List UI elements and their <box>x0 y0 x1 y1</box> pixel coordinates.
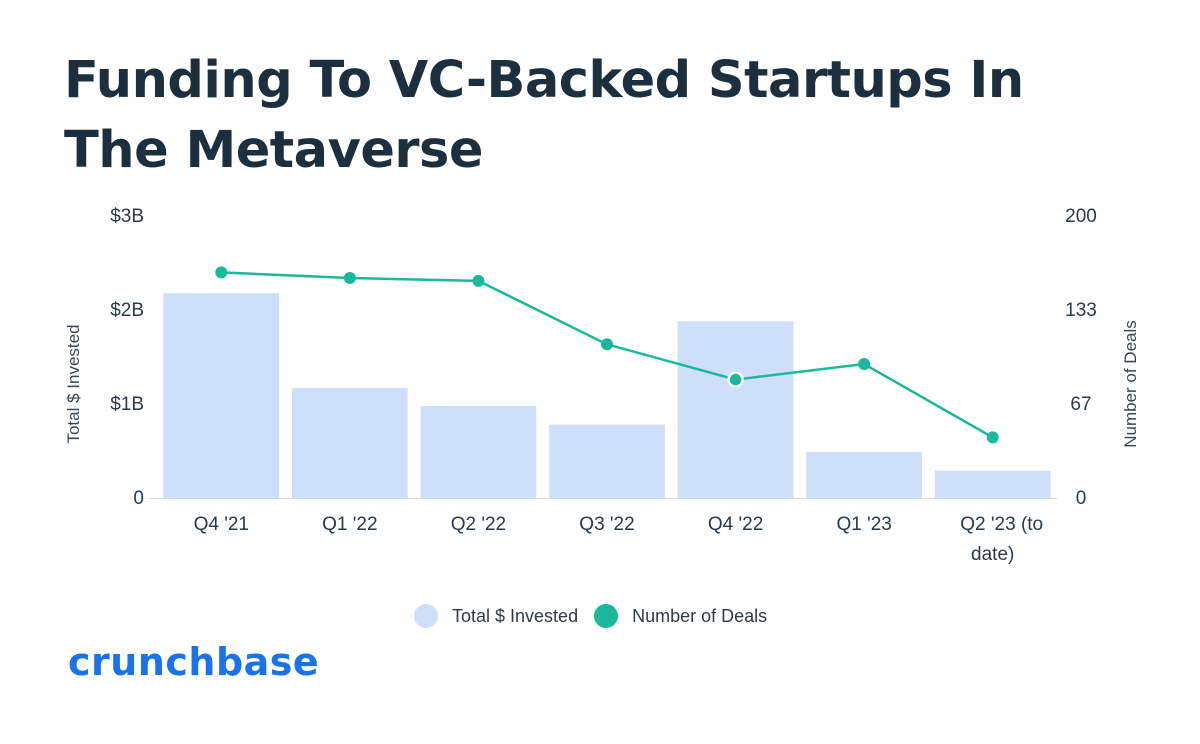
bar[interactable] <box>806 451 922 498</box>
y-left-tick-label: $1B <box>110 394 144 415</box>
bar[interactable] <box>163 293 280 498</box>
legend-swatch-invested <box>414 604 438 628</box>
bar[interactable] <box>677 321 794 498</box>
deals-point[interactable] <box>727 371 744 388</box>
y-right-tick-label: 67 <box>1070 394 1091 415</box>
bar[interactable] <box>934 470 1051 498</box>
deals-point[interactable] <box>343 272 356 285</box>
legend: Total $ Invested Number of Deals <box>414 600 783 632</box>
y-right-tick-label: 133 <box>1065 300 1097 321</box>
line-series <box>215 266 999 444</box>
x-tick-label: Q4 '22 <box>708 514 763 535</box>
y-left-tick-label: $2B <box>110 300 144 321</box>
deals-point[interactable] <box>215 266 228 279</box>
bar-series <box>163 293 1051 498</box>
x-tick-label: Q3 '22 <box>579 514 634 535</box>
x-tick-label: Q4 '21 <box>194 514 249 535</box>
bar[interactable] <box>549 424 665 498</box>
y-right-tick-label: 200 <box>1065 206 1097 227</box>
combo-chart: 0 $1B $2B $3B 0 67 133 200 Total $ Invested Nu… <box>64 206 1140 565</box>
x-tick-labels: Q4 '21 Q1 '22 Q2 '22 Q3 '22 Q4 '22 Q1 '23 Q2 '… <box>194 514 1044 565</box>
x-tick-label: Q1 '22 <box>322 514 377 535</box>
x-tick-label: Q1 '23 <box>836 514 891 535</box>
legend-label-invested: Total $ Invested <box>452 605 579 626</box>
legend-item-deals[interactable]: Number of Deals <box>594 604 767 628</box>
bar[interactable] <box>420 405 537 498</box>
y-right-axis-title: Number of Deals <box>1121 320 1140 448</box>
crunchbase-logo[interactable]: crunchbase <box>68 640 320 684</box>
legend-label-deals: Number of Deals <box>632 605 768 626</box>
deals-point[interactable] <box>601 338 613 351</box>
x-tick-label: Q2 '23 (to date) <box>960 514 1043 565</box>
bar[interactable] <box>292 388 408 498</box>
legend-swatch-deals <box>594 604 619 628</box>
deals-point[interactable] <box>858 358 871 371</box>
y-left-axis-title: Total $ Invested <box>64 324 83 443</box>
deals-point[interactable] <box>472 274 485 287</box>
y-right-ticks: 0 67 133 200 <box>1065 206 1097 509</box>
y-left-tick-label: 0 <box>133 488 144 509</box>
y-left-ticks: 0 $1B $2B $3B <box>110 206 144 509</box>
y-left-tick-label: $3B <box>110 206 144 227</box>
deals-point[interactable] <box>986 431 999 444</box>
legend-item-invested[interactable]: Total $ Invested <box>414 604 578 628</box>
x-tick-label: Q2 '22 <box>451 514 506 535</box>
chart-title: Funding To VC-Backed Startups In The Met… <box>64 51 1024 180</box>
y-right-tick-label: 0 <box>1076 488 1087 509</box>
